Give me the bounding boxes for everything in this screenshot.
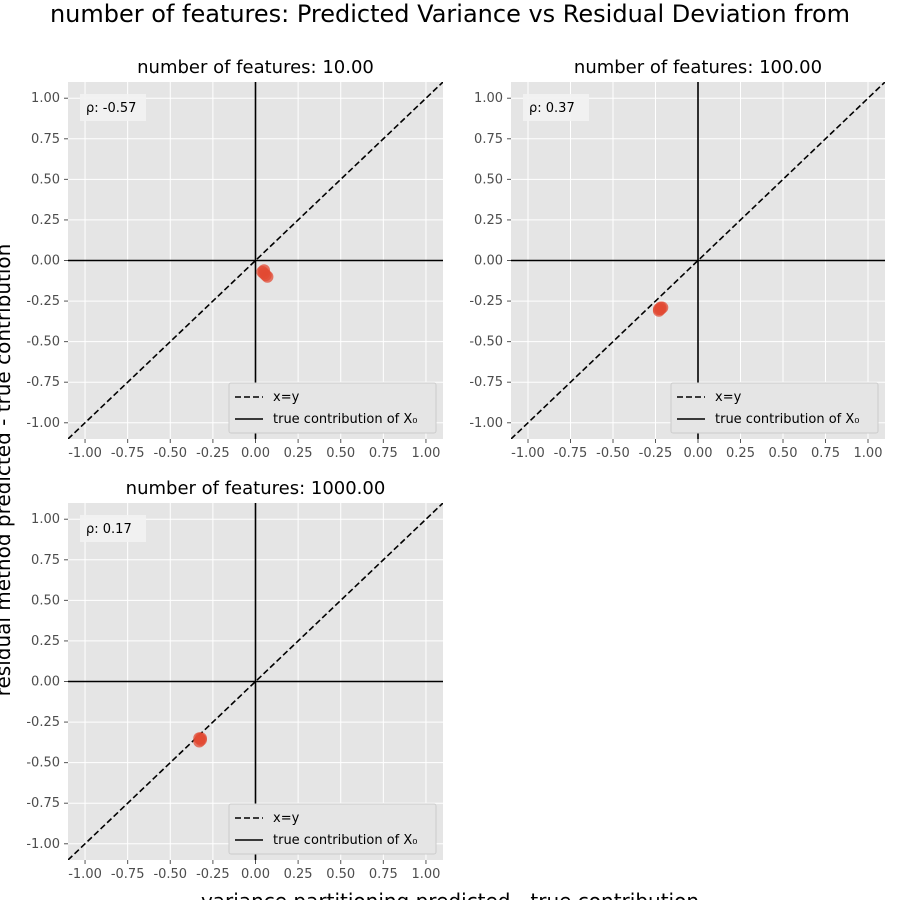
axes-title: number of features: 100.00 bbox=[574, 57, 822, 78]
x-tick-label: 0.25 bbox=[284, 867, 313, 882]
x-tick-label: 0.00 bbox=[241, 446, 270, 461]
x-tick-label: -0.25 bbox=[196, 446, 230, 461]
y-tick-label: 0.00 bbox=[474, 254, 503, 269]
y-tick-label: 0.25 bbox=[31, 634, 60, 649]
y-tick-label: -1.00 bbox=[26, 837, 60, 852]
y-tick-label: 0.50 bbox=[474, 172, 503, 187]
y-tick-label: -0.50 bbox=[26, 335, 60, 350]
axes-title: number of features: 10.00 bbox=[137, 57, 374, 78]
x-tick-label: 0.75 bbox=[369, 446, 398, 461]
legend-entry-xy: x=y bbox=[715, 390, 742, 405]
x-tick-label: 0.75 bbox=[369, 867, 398, 882]
x-tick-label: -0.50 bbox=[153, 446, 187, 461]
rho-label: ρ: 0.37 bbox=[529, 101, 575, 116]
y-tick-label: 0.00 bbox=[31, 675, 60, 690]
y-tick-label: 1.00 bbox=[31, 91, 60, 106]
x-tick-label: 1.00 bbox=[854, 446, 883, 461]
x-tick-label: 1.00 bbox=[411, 867, 440, 882]
axes-container: -1.00 -0.75 -0.50 -0.25 0.00 0.25 0.50 0.75 1.00… bbox=[26, 57, 885, 882]
axes-panel-2: -1.00 -0.75 -0.50 -0.25 0.00 0.25 0.50 0.75 1.00… bbox=[469, 57, 885, 461]
x-tick-label: 0.25 bbox=[284, 446, 313, 461]
y-tick-label: 1.00 bbox=[31, 512, 60, 527]
figure-xlabel: variance partitioning predicted - true c… bbox=[201, 889, 699, 900]
x-tick-label: 0.25 bbox=[726, 446, 755, 461]
y-tick-label: 0.75 bbox=[474, 132, 503, 147]
y-tick-label: -0.25 bbox=[26, 715, 60, 730]
x-tick-label: -1.00 bbox=[511, 446, 545, 461]
xy-diagonal-line bbox=[68, 503, 443, 860]
rho-box bbox=[80, 94, 146, 121]
axes-panel-3: -1.00 -0.75 -0.50 -0.25 0.00 0.25 0.50 0.75 1.00… bbox=[26, 478, 443, 882]
legend-frame bbox=[670, 382, 879, 434]
x-tick-label: -1.00 bbox=[68, 446, 102, 461]
legend-frame bbox=[228, 803, 437, 855]
x-tick-label: -0.75 bbox=[111, 446, 145, 461]
x-tick-label: -0.75 bbox=[111, 867, 145, 882]
rho-box bbox=[523, 94, 589, 121]
y-tick-label: -0.75 bbox=[469, 375, 503, 390]
x-tick-label: -1.00 bbox=[68, 867, 102, 882]
x-tick-label: 0.50 bbox=[326, 446, 355, 461]
legend-frame bbox=[228, 382, 437, 434]
legend: x=y true contribution of X₀ bbox=[228, 803, 437, 855]
y-tick-label: 0.00 bbox=[31, 254, 60, 269]
y-tick-label: -1.00 bbox=[26, 416, 60, 431]
y-tick-label: -0.75 bbox=[26, 375, 60, 390]
axes-title: number of features: 1000.00 bbox=[126, 478, 386, 499]
x-tick-label: 1.00 bbox=[411, 446, 440, 461]
plot-content bbox=[68, 82, 443, 439]
axes-panel-1: -1.00 -0.75 -0.50 -0.25 0.00 0.25 0.50 0.75 1.00… bbox=[26, 57, 443, 461]
rho-box bbox=[80, 515, 146, 542]
y-tick-label: -0.75 bbox=[26, 796, 60, 811]
data-point bbox=[654, 301, 667, 314]
y-tick-label: 0.75 bbox=[31, 553, 60, 568]
x-tick-label: 0.50 bbox=[769, 446, 798, 461]
plot-content bbox=[511, 82, 885, 439]
legend-entry-true-contribution: true contribution of X₀ bbox=[273, 833, 418, 848]
y-tick-label: 1.00 bbox=[474, 91, 503, 106]
x-tick-label: -0.25 bbox=[196, 867, 230, 882]
x-tick-label: 0.00 bbox=[241, 867, 270, 882]
x-tick-label: 0.00 bbox=[684, 446, 713, 461]
y-tick-label: -0.25 bbox=[469, 294, 503, 309]
x-tick-label: -0.25 bbox=[639, 446, 673, 461]
y-tick-label: -0.25 bbox=[26, 294, 60, 309]
legend-entry-xy: x=y bbox=[273, 811, 300, 826]
y-tick-label: 0.75 bbox=[31, 132, 60, 147]
plot-content bbox=[68, 503, 443, 860]
x-tick-label: 0.75 bbox=[811, 446, 840, 461]
legend: x=y true contribution of X₀ bbox=[228, 382, 437, 434]
y-tick-label: -1.00 bbox=[469, 416, 503, 431]
x-tick-label: -0.50 bbox=[596, 446, 630, 461]
y-tick-label: 0.50 bbox=[31, 172, 60, 187]
figure-ylabel: residual method predicted - true contrib… bbox=[0, 244, 15, 697]
xy-diagonal-line bbox=[68, 82, 443, 439]
legend-entry-true-contribution: true contribution of X₀ bbox=[273, 412, 418, 427]
y-tick-label: -0.50 bbox=[469, 335, 503, 350]
y-tick-label: -0.50 bbox=[26, 756, 60, 771]
data-point bbox=[194, 732, 207, 745]
data-point bbox=[258, 264, 271, 277]
x-tick-label: -0.50 bbox=[153, 867, 187, 882]
y-tick-label: 0.25 bbox=[474, 213, 503, 228]
rho-label: ρ: -0.57 bbox=[86, 101, 136, 116]
x-tick-label: -0.75 bbox=[554, 446, 588, 461]
figure-title: number of features: Predicted Variance v… bbox=[50, 0, 850, 28]
rho-label: ρ: 0.17 bbox=[86, 522, 132, 537]
legend: x=y true contribution of X₀ bbox=[670, 382, 879, 434]
y-tick-label: 0.50 bbox=[31, 593, 60, 608]
y-tick-label: 0.25 bbox=[31, 213, 60, 228]
legend-entry-true-contribution: true contribution of X₀ bbox=[715, 412, 860, 427]
x-tick-label: 0.50 bbox=[326, 867, 355, 882]
xy-diagonal-line bbox=[511, 82, 885, 439]
legend-entry-xy: x=y bbox=[273, 390, 300, 405]
